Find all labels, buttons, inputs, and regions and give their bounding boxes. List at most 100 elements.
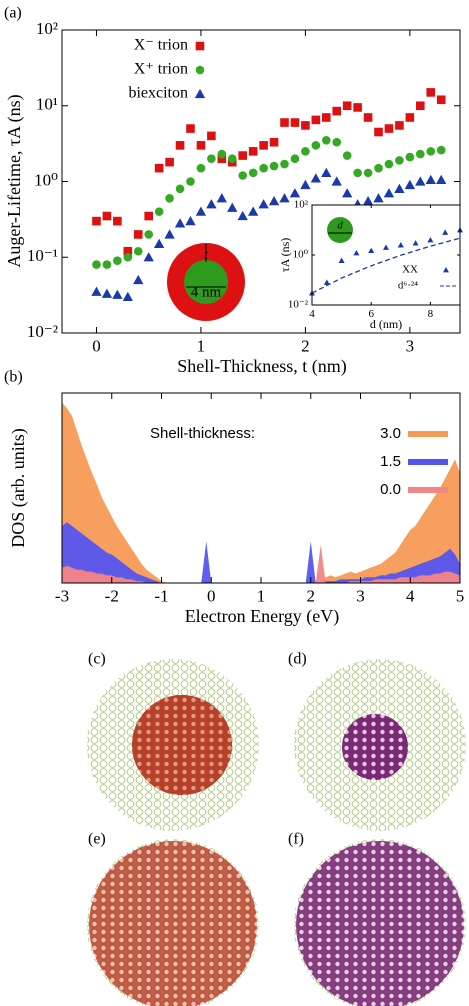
legend-swatch bbox=[408, 459, 448, 465]
marker-triangle bbox=[404, 179, 416, 190]
x-tick-label: -3 bbox=[55, 586, 69, 605]
marker-triangle bbox=[143, 252, 154, 262]
marker-circle bbox=[426, 147, 436, 156]
marker-triangle bbox=[185, 215, 196, 226]
marker-circle bbox=[144, 230, 154, 239]
marker-triangle bbox=[425, 174, 436, 185]
marker-triangle bbox=[227, 202, 238, 212]
marker-circle bbox=[238, 171, 248, 180]
marker-triangle bbox=[362, 196, 374, 206]
marker-circle bbox=[290, 154, 300, 163]
marker-triangle bbox=[279, 193, 290, 203]
marker-square bbox=[196, 141, 206, 150]
legend-swatch bbox=[408, 487, 448, 493]
marker-square bbox=[217, 154, 227, 163]
marker-square bbox=[165, 157, 174, 167]
x-tick-label: 4 bbox=[309, 308, 315, 320]
marker-triangle bbox=[383, 244, 389, 250]
y-tick-label: 10⁻² bbox=[288, 299, 309, 311]
marker-square bbox=[374, 127, 383, 137]
marker-circle bbox=[311, 141, 321, 150]
marker-square bbox=[395, 121, 404, 130]
marker-square bbox=[113, 216, 122, 226]
marker-circle bbox=[405, 152, 415, 162]
marker-circle bbox=[207, 154, 216, 163]
dos-area bbox=[62, 545, 460, 583]
marker-circle bbox=[217, 149, 227, 159]
marker-square bbox=[92, 216, 101, 226]
marker-square bbox=[353, 103, 362, 112]
x-tick-label: 4 bbox=[406, 586, 415, 605]
marker-triangle bbox=[206, 199, 217, 209]
legend-swatch bbox=[408, 431, 448, 437]
core-drawing bbox=[327, 217, 353, 243]
marker-circle bbox=[113, 256, 122, 266]
marker-square bbox=[405, 113, 415, 122]
marker-circle bbox=[301, 147, 310, 156]
x-tick-label: 5 bbox=[456, 586, 465, 605]
marker-square bbox=[311, 115, 321, 125]
core-drawing bbox=[184, 260, 228, 304]
x-tick-label: 8 bbox=[428, 308, 434, 320]
x-tick-label: -2 bbox=[105, 586, 119, 605]
lattice-images bbox=[87, 659, 466, 1006]
x-tick-label: -1 bbox=[154, 586, 168, 605]
marker-circle bbox=[353, 168, 362, 178]
marker-circle bbox=[165, 194, 174, 203]
density-d bbox=[342, 714, 408, 780]
marker-triangle bbox=[331, 176, 342, 186]
x-tick-label: 3 bbox=[406, 336, 415, 355]
panel-label: (a) bbox=[4, 5, 22, 22]
panel-label: (d) bbox=[288, 651, 307, 668]
marker-square bbox=[175, 141, 185, 150]
marker-square bbox=[301, 121, 310, 130]
marker-square bbox=[290, 118, 300, 127]
marker-square bbox=[238, 151, 248, 160]
marker-circle bbox=[248, 168, 258, 178]
legend-label: X⁺ trion bbox=[134, 61, 188, 78]
marker-triangle bbox=[338, 257, 345, 263]
x-tick-label: 2 bbox=[301, 336, 310, 355]
marker-circle bbox=[133, 246, 143, 256]
marker-square bbox=[332, 106, 342, 116]
marker-triangle bbox=[353, 250, 360, 256]
marker-circle bbox=[416, 149, 425, 159]
marker-circle bbox=[395, 156, 404, 165]
x-tick-label: 1 bbox=[197, 336, 206, 355]
density-c-pattern bbox=[132, 695, 232, 795]
marker-circle bbox=[186, 177, 195, 186]
legend-label: XX bbox=[402, 264, 418, 276]
marker-circle bbox=[154, 207, 164, 216]
marker-circle bbox=[196, 163, 206, 173]
marker-square bbox=[154, 163, 164, 173]
panel-label: (b) bbox=[4, 369, 23, 386]
y-tick-label: 10² bbox=[294, 199, 309, 211]
marker-triangle bbox=[310, 173, 322, 183]
panel-label: (c) bbox=[88, 651, 106, 668]
marker-triangle bbox=[397, 242, 404, 248]
legend-label: 0.0 bbox=[380, 481, 401, 498]
marker-triangle bbox=[321, 167, 332, 177]
marker-triangle bbox=[216, 193, 227, 203]
marker-square bbox=[269, 137, 279, 147]
y-tick-label: 10² bbox=[36, 19, 58, 38]
marker-triangle bbox=[268, 196, 280, 206]
annotation: d bbox=[337, 220, 343, 232]
marker-circle bbox=[332, 137, 342, 147]
marker-triangle bbox=[195, 206, 207, 216]
legend-label: 1.5 bbox=[380, 453, 401, 470]
y-tick-label: 10⁻¹ bbox=[27, 246, 58, 265]
x-tick-label: 6 bbox=[368, 308, 374, 320]
marker-triangle bbox=[289, 188, 301, 198]
marker-circle bbox=[280, 159, 289, 169]
x-axis-label: Electron Energy (eV) bbox=[185, 606, 340, 627]
marker-triangle bbox=[164, 229, 175, 239]
marker-circle bbox=[436, 145, 446, 155]
marker-square bbox=[133, 230, 143, 239]
marker-triangle bbox=[133, 274, 144, 285]
marker-triangle bbox=[112, 289, 123, 299]
legend-label: biexciton bbox=[128, 85, 188, 102]
marker-triangle bbox=[101, 288, 113, 298]
marker-square bbox=[102, 211, 112, 221]
